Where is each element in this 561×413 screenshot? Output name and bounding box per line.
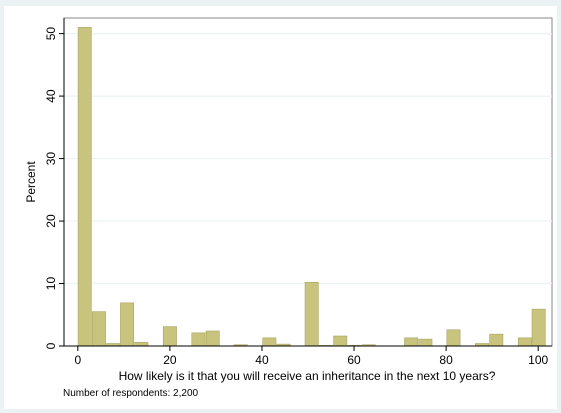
- histogram-bar: [120, 302, 135, 347]
- histogram-bar: [191, 332, 206, 347]
- y-axis: 0 10 20 30 40 50: [44, 18, 65, 349]
- respondents-note: Number of respondents: 2,200: [63, 388, 199, 399]
- histogram-bar: [418, 338, 433, 347]
- x-axis-label: How likely is it that you will receive a…: [119, 369, 496, 383]
- histogram-bar: [304, 281, 319, 347]
- y-tick-label: 20: [44, 214, 58, 228]
- x-tick-label: 80: [439, 353, 453, 367]
- histogram-bar: [262, 337, 277, 347]
- histogram-bar: [446, 329, 461, 347]
- histogram-bar: [134, 341, 149, 347]
- histogram-bar: [531, 308, 546, 347]
- y-tick-label: 30: [44, 152, 58, 166]
- x-axis: 0 20 40 60 80 100: [64, 345, 552, 367]
- y-tick-label: 50: [44, 27, 58, 41]
- x-tick-label: 100: [528, 353, 548, 367]
- y-tick-label: 10: [44, 277, 58, 291]
- x-tick-label: 60: [347, 353, 361, 367]
- x-tick-label: 0: [74, 353, 81, 367]
- histogram-bar: [517, 337, 532, 347]
- grid-lines: [64, 33, 552, 285]
- y-tick-label: 0: [44, 342, 58, 349]
- histogram-bar: [162, 326, 177, 347]
- histogram-bar: [404, 337, 419, 347]
- histogram-bar: [77, 27, 92, 347]
- y-axis-label: Percent: [24, 161, 38, 203]
- y-tick-label: 40: [44, 89, 58, 103]
- histogram-bar: [92, 311, 106, 347]
- histogram-bar: [333, 335, 348, 347]
- histogram-bar: [205, 330, 220, 347]
- x-tick-label: 40: [255, 353, 269, 367]
- histogram-bar: [489, 333, 504, 347]
- x-tick-label: 20: [163, 353, 177, 367]
